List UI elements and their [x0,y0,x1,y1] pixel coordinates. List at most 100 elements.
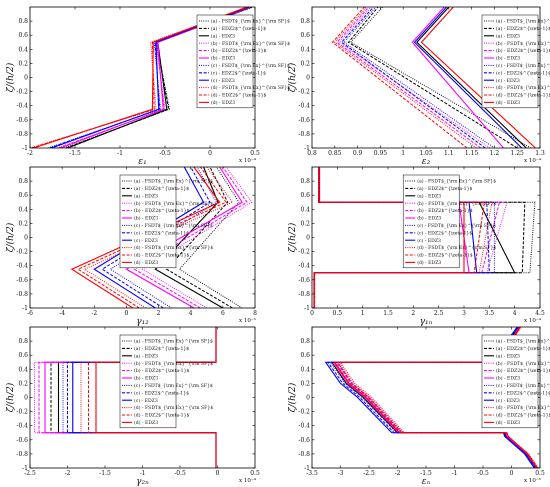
legend-label: (a) - FSDT$_{\rm Ex}^{\rm SF}$ [134,178,213,185]
x-tick-label: 1.2 [490,150,500,157]
legend-label: (b) - FSDT$_{\rm Ex}^{\rm SF}$ [496,40,550,47]
y-tick-label: 0.4 [18,366,28,373]
x-tick-label: 0 [208,150,212,157]
y-axis-label: ζ/(h/2) [5,222,16,252]
legend-label: (b) - FSDT$_{\rm Ex}^{\rm SF}$ [417,200,496,207]
legend-label: (b) - EDZ2$^{\zeta-1}$ [134,207,190,214]
series-line-6 [411,7,504,148]
legend: (a) - FSDT$_{\rm Ex}^{\rm SF}$(a) - EDZ2… [481,14,550,109]
series-line-11 [331,7,468,148]
y-tick-label: -0.6 [298,117,310,124]
legend-label: (d) - EDZ3 [417,259,441,266]
y-tick-label: 0.4 [300,206,310,213]
legend-label: (a) - EDZ3 [134,192,158,199]
legend-label: (c) - FSDT$_{\rm Ex}^{\rm SF}$ [211,62,290,69]
x-tick-label: -4 [59,310,65,317]
legend-label: (c) - EDZ3 [134,397,158,404]
x-tick-label: -2 [395,470,401,477]
legend-label: (d) - EDZ2$^{\zeta-1}$ [134,412,190,419]
series-group [331,7,536,148]
legend-label: (a) - EDZ2$^{\zeta-1}$ [211,25,266,32]
y-tick-label: 0.4 [18,46,28,53]
x-tick-label: 3 [462,310,466,317]
x-tick-label: -0.5 [159,150,171,157]
x-tick-label: -2.5 [24,470,36,477]
y-tick-label: -1 [304,305,310,312]
y-tick-label: -0.8 [16,131,28,138]
x-tick-label: 1.05 [419,150,433,157]
legend-label: (d) - EDZ2$^{\zeta-1}$ [134,252,190,259]
series-line-12 [95,327,217,468]
y-axis-label: ζ/(h/2) [287,62,298,92]
legend-label: (b) - EDZ3 [134,215,158,222]
x-tick-label: -3 [338,470,344,477]
legend-label: (b) - EDZ2$^{\zeta-1}$ [496,367,550,374]
x-tick-label: 0.5 [250,470,260,477]
legend-label: (d) - EDZ3 [134,419,158,426]
x-tick-label: -1.5 [99,470,111,477]
legend-label: (b) - FSDT$_{\rm Ex}^{\rm SF}$ [211,40,290,47]
legend-label: (a) - EDZ3 [496,32,520,39]
y-axis-label: ζ/(h/2) [5,382,16,412]
x-tick-label: -0.5 [174,470,186,477]
legend-label: (a) - EDZ2$^{\zeta-1}$ [134,185,189,192]
y-tick-label: 0.6 [18,192,28,199]
x-tick-label: 4.5 [535,310,545,317]
x-tick-label: -1 [140,470,146,477]
legend-label: (d) - EDZ3 [496,99,520,106]
legend-label: (c) - EDZ2$^{\zeta-1}$ [496,69,550,76]
series-line-9 [413,7,523,148]
series-line-2 [347,7,518,148]
legend-box [481,14,539,109]
legend: (a) - FSDT$_{\rm Ex}^{\rm SF}$(a) - EDZ2… [119,334,213,429]
series-line-3 [154,167,224,308]
y-tick-label: 0.2 [18,220,28,227]
legend-label: (b) - FSDT$_{\rm Ex}^{\rm SF}$ [134,200,213,207]
y-tick-label: -0.6 [16,117,28,124]
legend-label: (d) - EDZ3 [496,419,520,426]
y-tick-label: 0.8 [18,338,28,345]
y-tick-label: 0.4 [300,46,310,53]
legend-label: (d) - EDZ2$^{\zeta-1}$ [496,412,550,419]
legend-label: (c) - EDZ2$^{\zeta-1}$ [211,69,266,76]
legend-label: (c) - EDZ3 [134,237,158,244]
y-tick-label: -0.6 [298,437,310,444]
x-tick-label: 0.85 [328,150,342,157]
chart-panel-2: 0.8 0.85 0.9 0.95 1 1.05 1.1 1.15 1.2 1.25 1.3 -1 -0… [287,6,550,167]
y-tick-label: -0.8 [298,291,310,298]
x-tick-label: -6 [27,310,33,317]
x-axis-label: εₙ [422,477,431,487]
x-tick-label: -2 [65,470,71,477]
legend-label: (a) - FSDT$_{\rm Ex}^{\rm SF}$ [134,338,213,345]
legend-label: (a) - EDZ3 [134,352,158,359]
legend-label: (c) - EDZ2$^{\zeta-1}$ [417,229,472,236]
y-tick-label: 0 [306,235,310,242]
legend-box [196,14,254,109]
y-tick-label: -0.2 [298,89,310,96]
x-tick-label: 0 [510,470,514,477]
y-tick-label: 0 [306,395,310,402]
legend-label: (a) - EDZ3 [496,352,520,359]
series-line-1 [349,7,532,148]
y-tick-label: 0.2 [300,380,310,387]
legend-label: (d) - EDZ2$^{\zeta-1}$ [417,252,473,259]
legend-label: (a) - FSDT$_{\rm Ex}^{\rm SF}$ [496,338,550,345]
legend: (a) - FSDT$_{\rm Ex}^{\rm SF}$(a) - EDZ2… [402,174,496,269]
legend-label: (d) - EDZ3 [211,99,235,106]
legend-label: (a) - EDZ2$^{\zeta-1}$ [134,345,189,352]
y-tick-label: -0.4 [298,423,310,430]
y-tick-label: 0.8 [300,178,310,185]
x-tick-label: 8 [253,310,257,317]
y-tick-label: -0.4 [298,103,310,110]
chart-panel-6: -3.5 -3 -2.5 -2 -1.5 -1 -0.5 0 0.5 -1 -0.8 -0.6 -0.4… [287,326,550,487]
x-tick-label: -2.5 [363,470,375,477]
x-tick-label: 0 [310,310,314,317]
x-tick-label: 1 [361,310,365,317]
y-tick-label: -0.8 [16,451,28,458]
y-tick-label: 0.4 [18,206,28,213]
legend-label: (d) - FSDT$_{\rm Ex}^{\rm SF}$ [211,84,290,91]
legend-label: (a) - EDZ3 [211,32,235,39]
x-tick-label: 0.5 [535,470,545,477]
series-line-7 [343,7,495,148]
